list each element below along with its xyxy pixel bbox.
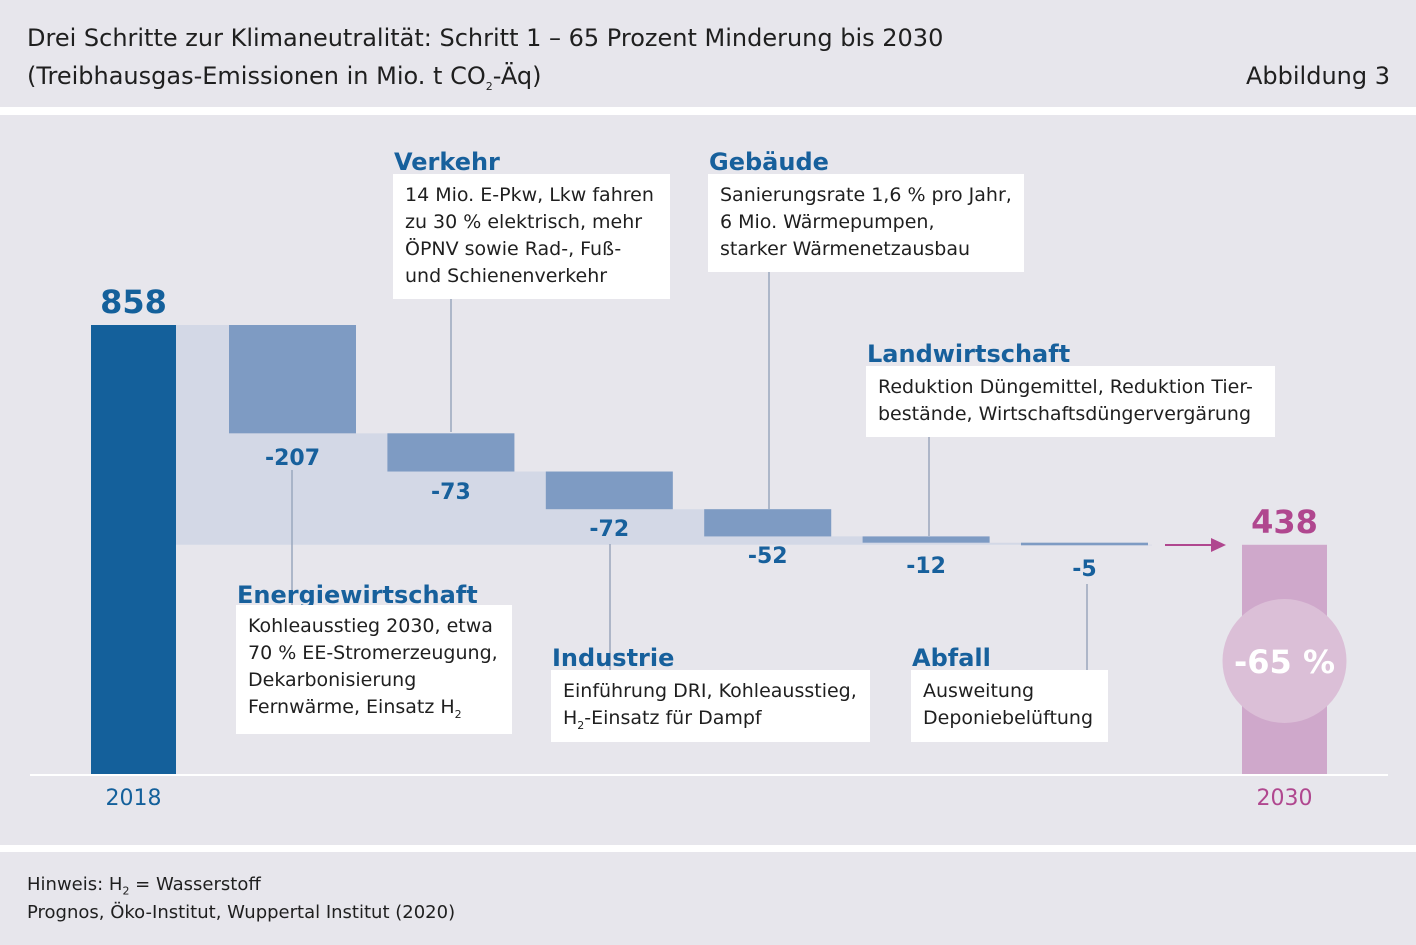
annotation-box-industrie: Einführung DRI, Kohleausstieg, H2-Einsat… (551, 670, 870, 742)
annotation-line: bestände, Wirtschaftsdüngervergärung (878, 403, 1252, 425)
annotation-line: zu 30 % elektrisch, mehr (405, 211, 643, 233)
footer-note: Hinweis: H2 = Wasserstoff (27, 874, 261, 898)
header-band (0, 0, 1416, 107)
end-year-label: 2030 (1257, 786, 1313, 811)
annotation-line: Einführung DRI, Kohleausstieg, (563, 680, 857, 702)
step-bar (862, 536, 990, 543)
annotation-line: Ausweitung (923, 680, 1035, 702)
start-value-label: 858 (100, 283, 167, 321)
annotation-box-energiewirtschaft: Kohleausstieg 2030, etwa 70 % EE-Stromer… (236, 605, 512, 734)
step-bar (704, 509, 832, 537)
category-title-gebaeude: Gebäude (709, 148, 829, 176)
chart-subtitle: (Treibhausgas-Emissionen in Mio. t CO2-Ä… (27, 62, 542, 93)
step-value-label: -52 (748, 544, 788, 569)
start-year-label: 2018 (106, 786, 162, 811)
end-value-label: 438 (1251, 503, 1318, 541)
annotation-line: Fernwärme, Einsatz H2 (248, 696, 462, 721)
step-bar (387, 433, 515, 472)
start-bar (91, 325, 176, 774)
step-bar (545, 471, 673, 510)
annotation-box-abfall: Ausweitung Deponiebelüftung (911, 670, 1108, 742)
category-title-industrie: Industrie (552, 644, 675, 672)
step-bar (1021, 542, 1148, 546)
category-title-energiewirtschaft: Energiewirtschaft (237, 581, 478, 609)
footer-source: Prognos, Öko-Institut, Wuppertal Institu… (27, 902, 456, 923)
reduction-badge-circle (1222, 599, 1347, 723)
annotation-line: Deponiebelüftung (923, 707, 1094, 729)
annotation-line: Sanierungsrate 1,6 % pro Jahr, (720, 184, 1012, 206)
footer-band (0, 852, 1416, 945)
annotation-line: Dekarbonisierung (248, 669, 417, 691)
step-value-label: -207 (265, 446, 320, 471)
annotation-line: 70 % EE-Stromerzeugung, (248, 642, 498, 664)
annotation-line: 14 Mio. E-Pkw, Lkw fahren (405, 184, 654, 206)
step-value-label: -73 (431, 480, 471, 505)
annotation-line: Kohleausstieg 2030, etwa (248, 615, 493, 637)
category-title-landwirtschaft: Landwirtschaft (867, 340, 1071, 368)
step-value-label: -72 (589, 517, 629, 542)
category-title-abfall: Abfall (912, 644, 991, 672)
annotation-box-landwirtschaft: Reduktion Düngemittel, Reduktion Tier- b… (866, 366, 1275, 437)
annotation-line: starker Wärmenetzausbau (720, 238, 971, 260)
step-bar (229, 325, 356, 434)
annotation-box-verkehr: 14 Mio. E-Pkw, Lkw fahren zu 30 % elektr… (393, 174, 670, 299)
annotation-line: H2-Einsatz für Dampf (563, 707, 762, 732)
annotation-line: und Schienenverkehr (405, 265, 608, 287)
arrow-head (1211, 538, 1226, 552)
connector-area (176, 325, 1152, 546)
chart-title: Drei Schritte zur Klimaneutralität: Schr… (27, 24, 944, 52)
figure-label: Abbildung 3 (1245, 62, 1390, 90)
step-value-label: -12 (906, 554, 946, 579)
annotation-line: ÖPNV sowie Rad-, Fuß- (405, 238, 622, 260)
annotation-line: 6 Mio. Wärmepumpen, (720, 211, 935, 233)
annotation-box-gebaeude: Sanierungsrate 1,6 % pro Jahr, 6 Mio. Wä… (708, 174, 1024, 272)
annotation-line: Reduktion Düngemittel, Reduktion Tier- (878, 376, 1253, 398)
step-value-label: -5 (1072, 557, 1096, 582)
reduction-badge-label: -65 % (1234, 643, 1335, 681)
category-title-verkehr: Verkehr (394, 148, 500, 176)
